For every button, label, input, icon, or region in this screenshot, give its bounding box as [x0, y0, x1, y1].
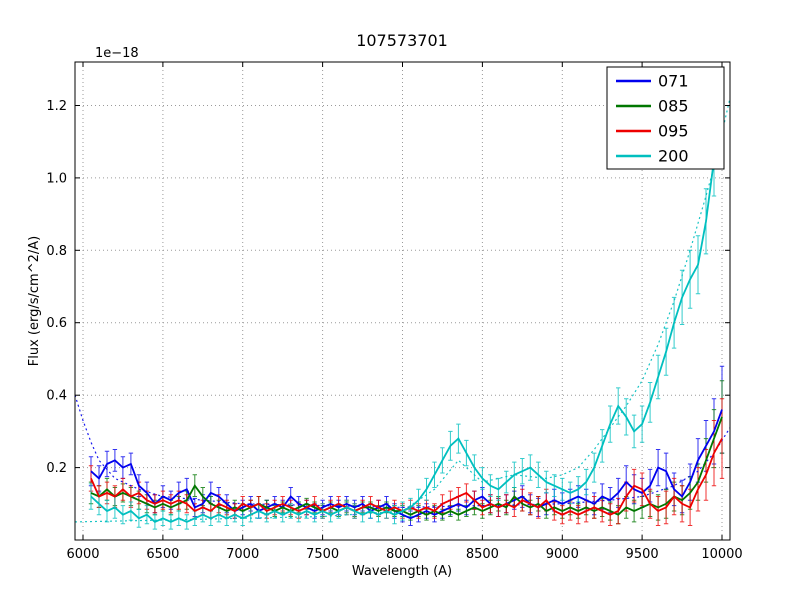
x-tick-label: 9500 [626, 547, 659, 562]
y-tick-label: 0.2 [46, 461, 67, 476]
y-tick-label: 0.6 [46, 316, 67, 331]
legend-label: 200 [658, 147, 689, 166]
series-095-errorbars [88, 398, 725, 526]
data-region [75, 62, 730, 530]
y-tick-label: 1.2 [46, 99, 67, 114]
y-tick-label: 1.0 [46, 171, 67, 186]
legend-label: 095 [658, 122, 689, 141]
x-tick-label: 6000 [66, 547, 99, 562]
series-085-line [90, 416, 723, 516]
series-071-line [90, 409, 723, 520]
x-tick-label: 8500 [466, 547, 499, 562]
x-tick-label: 10000 [701, 547, 742, 562]
legend-entry-071: 071 [616, 72, 689, 91]
legend-entry-095: 095 [616, 122, 689, 141]
series-200-model-dotted-line [75, 98, 730, 523]
x-tick-label: 9000 [546, 547, 579, 562]
series-071-model-dotted-line [75, 395, 730, 509]
y-axis-label: Flux (erg/s/cm^2/A) [27, 236, 42, 366]
chart-content: 6000 6500 7000 7500 8000 8500 9000 9500 10000 0.2… [46, 61, 743, 562]
x-axis-label: Wavelength (A) [352, 564, 452, 579]
x-tick-label: 8000 [386, 547, 419, 562]
legend-entry-200: 200 [616, 147, 689, 166]
legend-label: 071 [658, 72, 689, 91]
y-tick-label: 0.8 [46, 244, 67, 259]
legend-box [606, 66, 725, 170]
legend-entry-085: 085 [616, 97, 689, 116]
series-200-line [90, 69, 723, 523]
legend-label: 085 [658, 97, 689, 116]
x-tick-label: 7000 [226, 547, 259, 562]
x-tick-label: 7500 [306, 547, 339, 562]
y-axis-offset-text: 1e−18 [95, 46, 139, 61]
x-tick-label: 6500 [146, 547, 179, 562]
series-095-line [90, 438, 723, 516]
y-tick-label: 0.4 [46, 389, 67, 404]
legend: 071 085 095 200 [606, 66, 725, 170]
chart-title: 107573701 [356, 31, 448, 50]
